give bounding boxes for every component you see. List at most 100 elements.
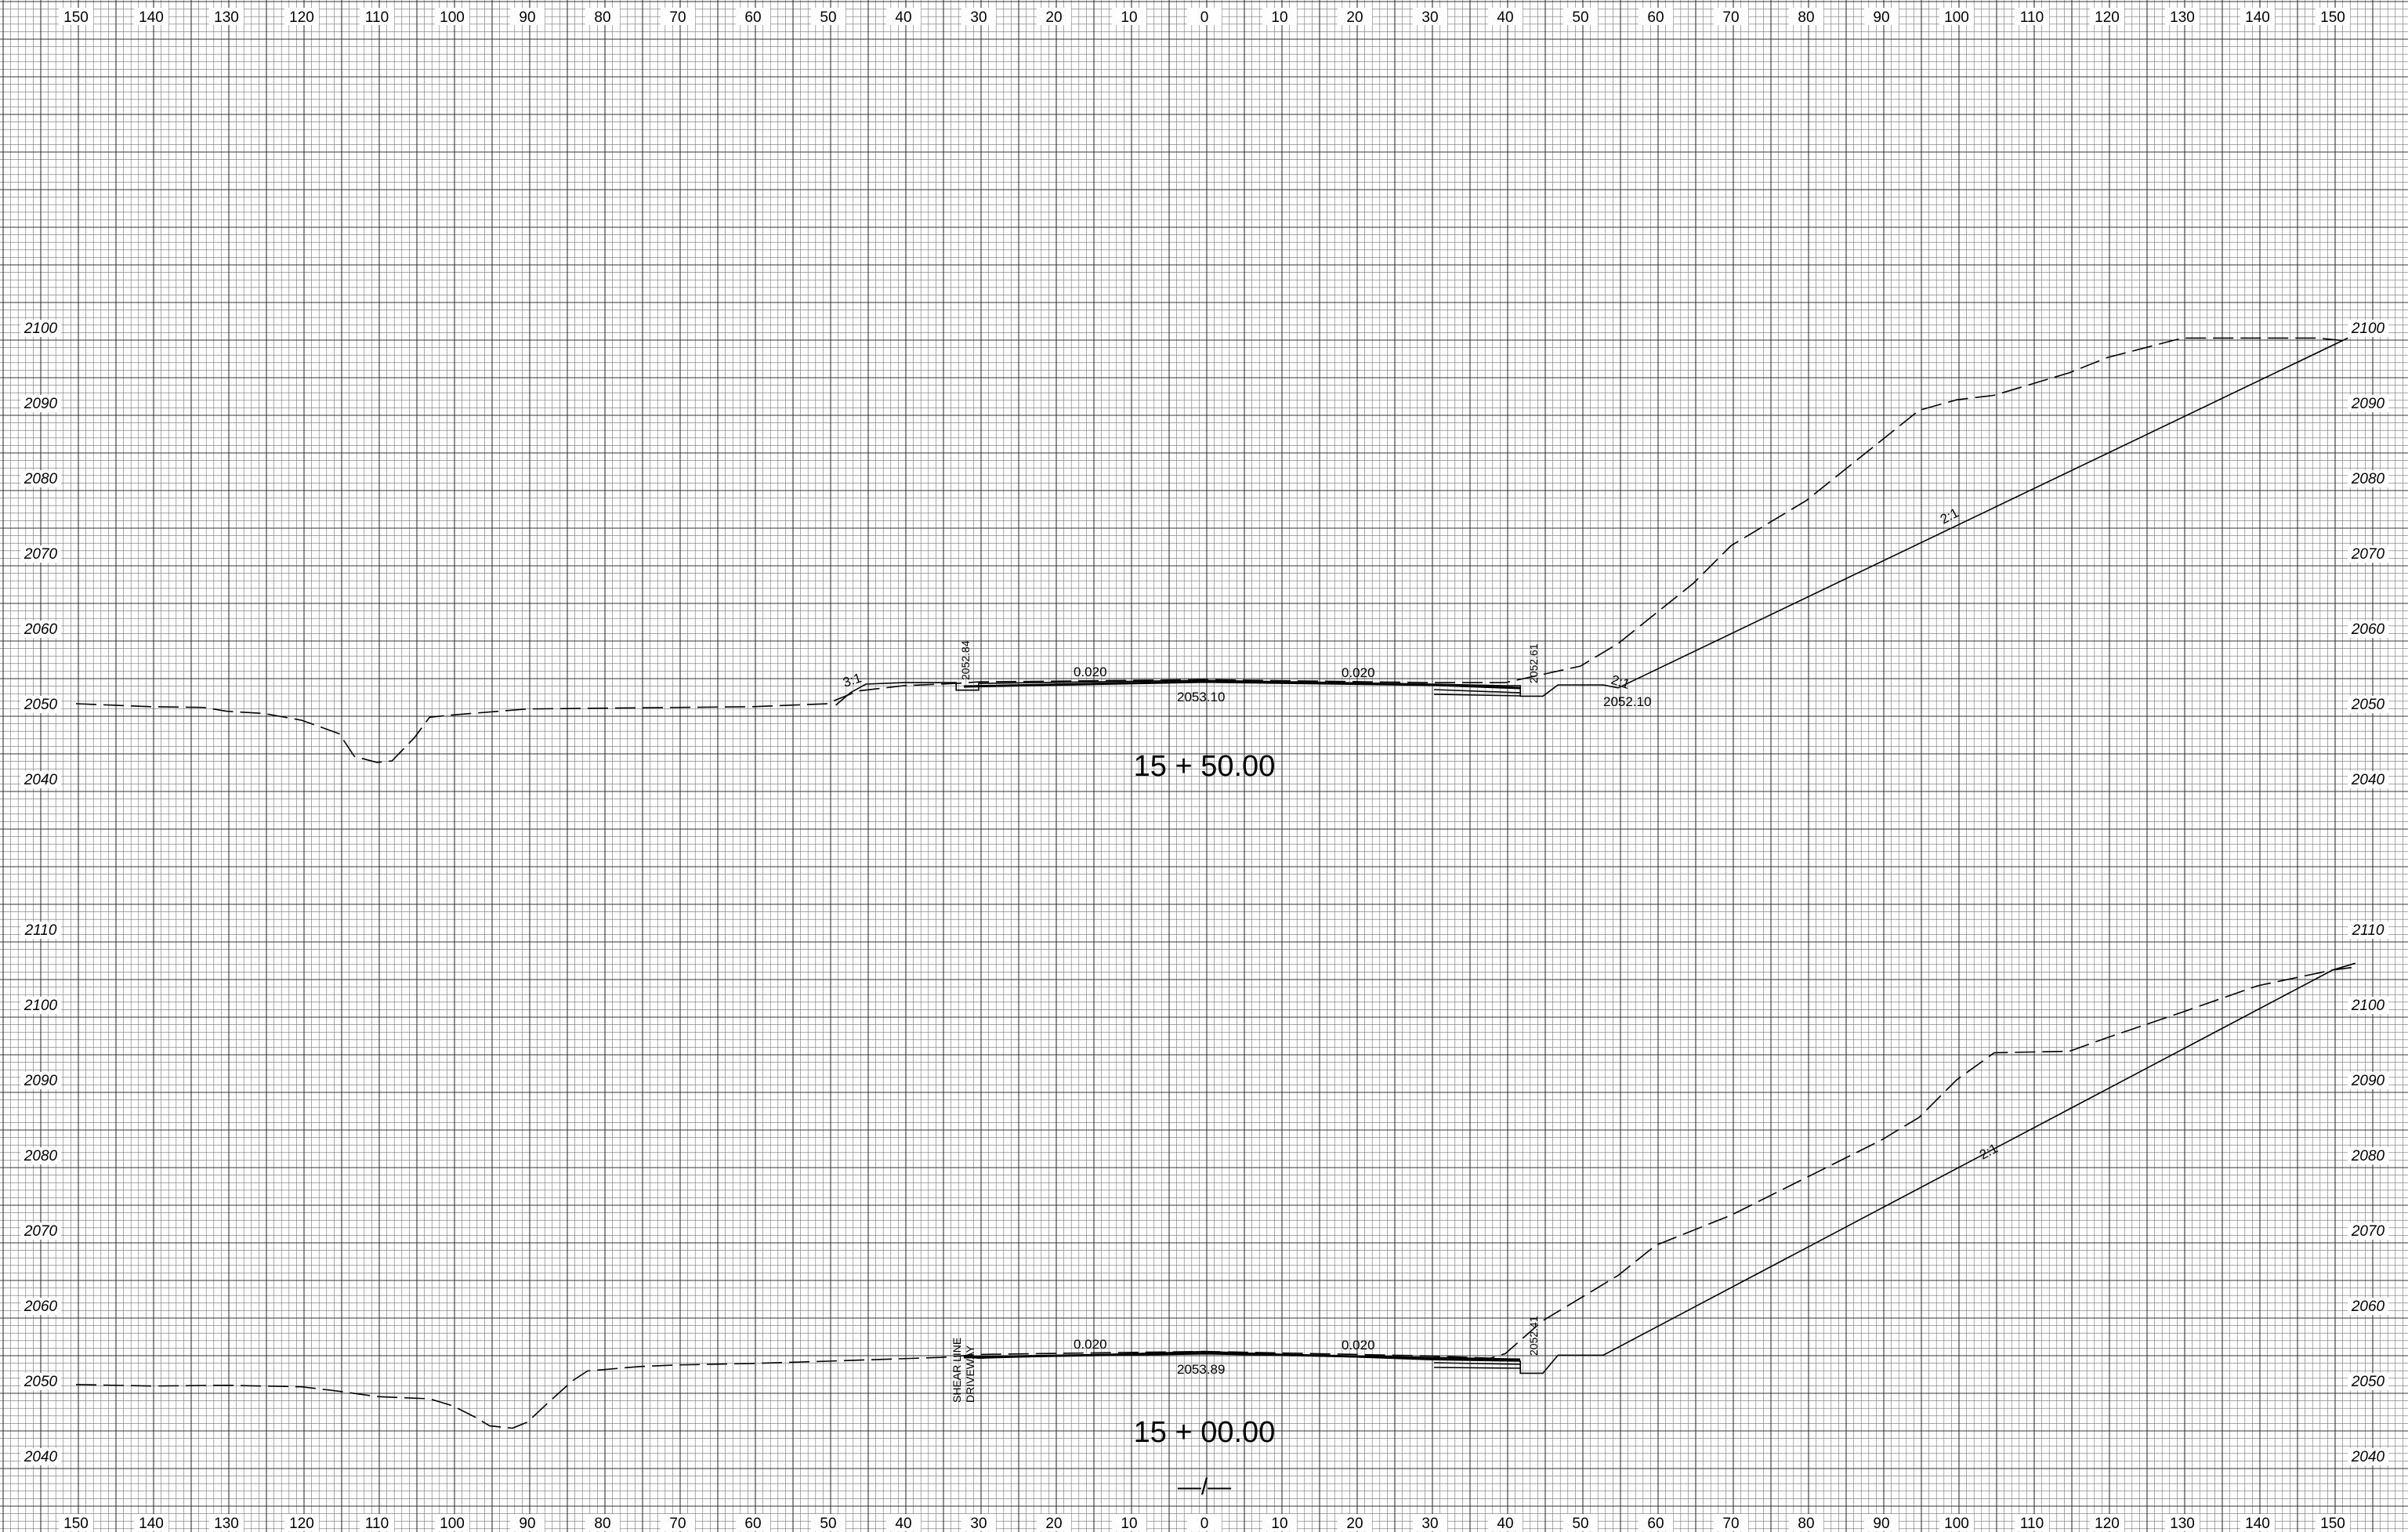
tick-label-background	[961, 1514, 996, 1531]
station-tick-label: 130	[2170, 9, 2195, 26]
right-edge-elevation-label: 2052.41	[1527, 1316, 1540, 1356]
elevation-label-background	[2348, 922, 2388, 939]
tick-label-background	[134, 8, 168, 25]
elevation-label-background	[20, 1298, 61, 1315]
elevation-label: 2070	[2351, 1223, 2385, 1240]
tick-label-background	[1112, 8, 1146, 25]
elevation-label-background	[20, 320, 61, 337]
elevation-label: 2070	[2351, 546, 2385, 563]
centerline-elevation-label: 2053.89	[1177, 1362, 1225, 1377]
tick-label-background	[1864, 1514, 1899, 1531]
elevation-label-background	[20, 1147, 61, 1164]
tick-label-background	[1864, 8, 1899, 25]
elevation-label-background	[20, 771, 61, 788]
tick-label-background	[1714, 8, 1748, 25]
elevation-label-background	[2348, 997, 2388, 1014]
left-grade-label: 0.020	[1074, 665, 1107, 679]
station-tick-label: 120	[289, 1516, 314, 1532]
station-tick-label: 60	[744, 1516, 761, 1532]
station-tick-label: 120	[2095, 1516, 2120, 1532]
station-tick-label: 40	[895, 9, 911, 26]
station-tick-label: 150	[63, 1516, 89, 1532]
tick-label-background	[2316, 8, 2350, 25]
elevation-label-background	[20, 1222, 61, 1240]
tick-label-background	[510, 1514, 545, 1531]
station-tick-label: 140	[139, 1516, 164, 1532]
station-tick-label: 140	[139, 9, 164, 26]
elevation-labels-left: 2100 2090 2080 2070 2060 2050 2040	[20, 320, 61, 788]
elevation-label-background	[2348, 545, 2388, 563]
elevation-label-background	[2348, 1373, 2388, 1390]
station-tick-label: 30	[970, 9, 987, 26]
left-grade-label: 0.020	[1074, 1337, 1107, 1352]
station-tick-label: 50	[1572, 9, 1588, 26]
station-tick-label: 0	[1200, 9, 1209, 26]
station-tick-label: 50	[1572, 1516, 1588, 1532]
existing-ground-line	[75, 337, 2348, 763]
elevation-label: 2050	[2351, 1374, 2385, 1390]
tick-label-background	[1714, 1514, 1748, 1531]
elevation-label: 2080	[2351, 1148, 2385, 1164]
station-tick-label: 10	[1121, 9, 1137, 26]
tick-label-background	[209, 1514, 244, 1531]
station-tick-label: 110	[365, 1516, 389, 1532]
elevation-label: 2070	[24, 546, 58, 563]
station-tick-label: 130	[214, 1516, 239, 1532]
elevation-label-background	[2348, 1448, 2388, 1465]
tick-label-background	[1262, 8, 1297, 25]
station-tick-label: 10	[1271, 1516, 1287, 1532]
elevation-label-background	[20, 395, 61, 412]
elevation-labels-left: 2110 2100 2090 2080 2070 2060 2050 2040	[20, 922, 61, 1465]
elevation-label-background	[20, 621, 61, 638]
right-grade-label: 0.020	[1342, 1338, 1375, 1353]
elevation-label: 2060	[24, 1298, 58, 1315]
station-tick-label: 100	[440, 1516, 465, 1532]
elevation-label: 2090	[2351, 396, 2385, 412]
tick-label-background	[736, 8, 770, 25]
tick-label-background	[360, 1514, 394, 1531]
section-15-50: 2100 2090 2080 2070 2060 2050 2040 2100 2090 208…	[20, 320, 2388, 788]
station-tick-label: 60	[1647, 9, 1664, 26]
elevation-label-background	[2348, 1222, 2388, 1240]
station-title: 15 + 50.00	[1134, 750, 1276, 783]
station-tick-label: 10	[1121, 1516, 1137, 1532]
tick-label-background	[1112, 1514, 1146, 1531]
station-tick-label: 90	[519, 1516, 535, 1532]
elevation-label-background	[2348, 621, 2388, 638]
station-tick-label: 90	[1873, 9, 1889, 26]
elevation-label: 2050	[2351, 697, 2385, 713]
station-tick-label: 80	[1798, 1516, 1814, 1532]
tick-label-background	[209, 8, 244, 25]
station-tick-label: 60	[1647, 1516, 1664, 1532]
station-tick-label: 70	[1722, 1516, 1739, 1532]
station-tick-label: 0	[1200, 1516, 1209, 1532]
elevation-label-background	[2348, 1298, 2388, 1315]
pavement-layer-line	[1433, 1367, 1521, 1369]
tick-label-background	[134, 1514, 168, 1531]
station-tick-label: 110	[365, 9, 389, 26]
elevation-label: 2080	[2351, 471, 2385, 487]
tick-label-background	[661, 1514, 695, 1531]
elevation-label-background	[20, 1373, 61, 1390]
elevation-label: 2040	[2351, 1449, 2385, 1465]
elevation-label-background	[20, 1072, 61, 1089]
station-tick-label: 30	[1421, 1516, 1438, 1532]
elevation-label: 2040	[24, 1449, 58, 1465]
station-tick-label: 120	[2095, 9, 2120, 26]
elevation-label: 2090	[2351, 1073, 2385, 1089]
elevation-label: 2080	[24, 471, 58, 487]
tick-label-background	[811, 1514, 846, 1531]
elevation-label-background	[2348, 1072, 2388, 1089]
tick-label-background	[811, 8, 846, 25]
tick-label-background	[59, 8, 93, 25]
elevation-label: 2070	[24, 1223, 58, 1240]
elevation-label-background	[20, 922, 61, 939]
tick-label-background	[1338, 8, 1372, 25]
tick-label-background	[886, 8, 921, 25]
elevation-labels-right: 2110 2100 2090 2080 2070 2060 2050 2040	[2348, 922, 2388, 1465]
tick-label-background	[2015, 8, 2049, 25]
station-tick-label: 100	[1944, 1516, 1969, 1532]
station-tick-label: 100	[1944, 9, 1969, 26]
station-title: 15 + 00.00	[1134, 1416, 1276, 1449]
